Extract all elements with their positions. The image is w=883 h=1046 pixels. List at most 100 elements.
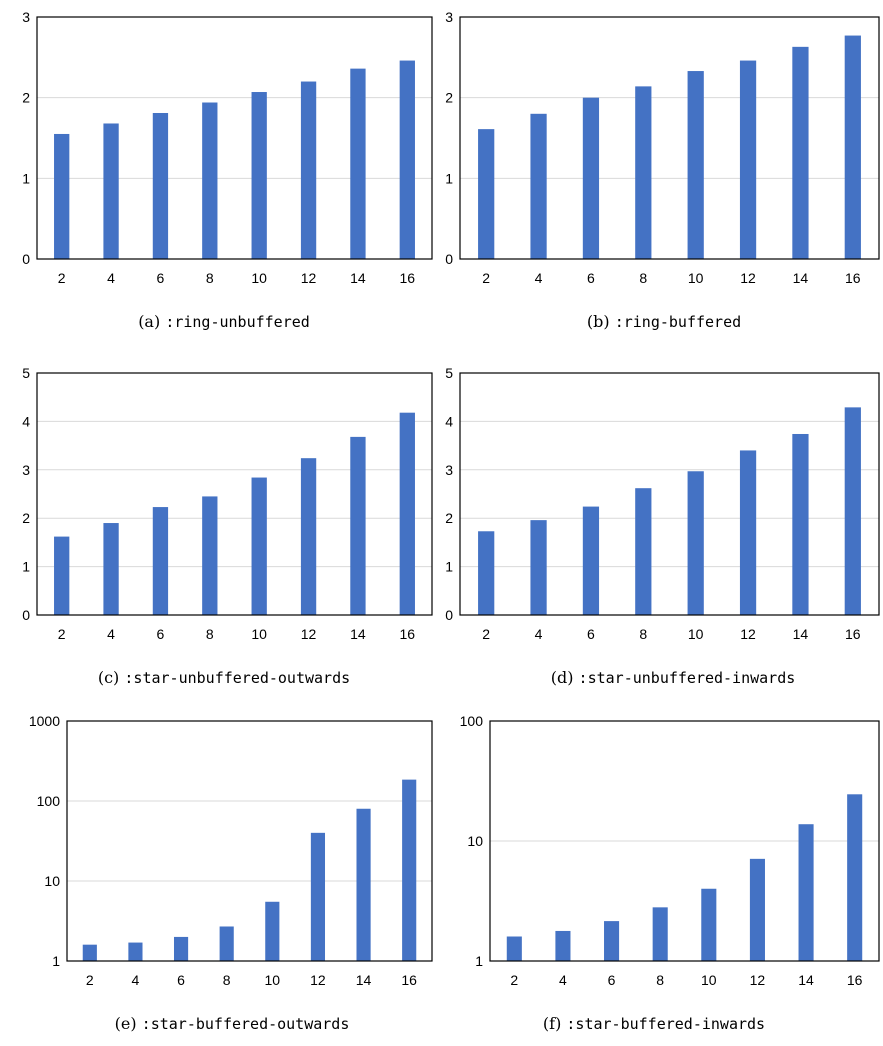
bar-c-7 bbox=[399, 412, 415, 615]
x-tick-label-e-3: 8 bbox=[223, 972, 231, 988]
bar-f-6 bbox=[798, 824, 814, 961]
x-tick-label-d-2: 6 bbox=[587, 626, 595, 642]
x-tick-label-b-6: 14 bbox=[793, 270, 809, 286]
bar-b-7 bbox=[844, 35, 861, 260]
x-tick-label-a-4: 10 bbox=[251, 270, 267, 286]
caption-c: (c) :star-unbuffered-outwards bbox=[98, 668, 350, 687]
x-tick-label-b-4: 10 bbox=[688, 270, 704, 286]
x-tick-label-c-2: 6 bbox=[157, 626, 165, 642]
y-tick-label-f-1: 10 bbox=[467, 833, 483, 849]
bar-e-0 bbox=[82, 944, 97, 961]
y-tick-label-e-1: 10 bbox=[44, 873, 60, 889]
y-tick-label-e-0: 1 bbox=[52, 953, 60, 969]
x-tick-label-f-6: 14 bbox=[798, 972, 814, 988]
x-tick-label-c-4: 10 bbox=[251, 626, 267, 642]
chart-svg-e: 1 10 100 1000 2 4 6 8 10 12 14 16 bbox=[29, 713, 433, 988]
caption-a-label: (a) bbox=[138, 312, 161, 331]
x-tick-label-a-1: 4 bbox=[107, 270, 115, 286]
bar-b-5 bbox=[739, 60, 757, 260]
x-tick-label-c-7: 16 bbox=[400, 626, 416, 642]
bar-d-2 bbox=[582, 506, 600, 615]
x-tick-label-c-3: 8 bbox=[206, 626, 214, 642]
bar-f-7 bbox=[847, 794, 863, 961]
caption-a: (a) :ring-unbuffered bbox=[138, 312, 310, 331]
x-tick-label-e-2: 6 bbox=[177, 972, 185, 988]
bar-a-3 bbox=[202, 102, 218, 259]
bar-f-4 bbox=[701, 888, 717, 961]
x-tick-label-e-1: 4 bbox=[132, 972, 140, 988]
bar-d-5 bbox=[739, 450, 757, 615]
bar-b-2 bbox=[582, 97, 600, 260]
bar-b-6 bbox=[792, 46, 809, 260]
x-tick-label-c-1: 4 bbox=[107, 626, 115, 642]
x-tick-label-b-3: 8 bbox=[639, 270, 647, 286]
x-tick-label-f-7: 16 bbox=[847, 972, 863, 988]
bar-a-6 bbox=[350, 68, 366, 259]
chart-panel-b: 0 1 2 3 2 4 6 8 10 12 14 16 (b) :ring-buffered bbox=[441, 0, 883, 348]
x-tick-label-e-7: 16 bbox=[401, 972, 417, 988]
chart-panel-e: 1 10 100 1000 2 4 6 8 10 12 14 16 (e) :star-buffere… bbox=[0, 705, 441, 1046]
x-tick-label-a-3: 8 bbox=[206, 270, 214, 286]
bar-b-1 bbox=[530, 113, 547, 259]
bar-a-0 bbox=[54, 133, 70, 259]
bar-e-5 bbox=[310, 832, 326, 961]
chart-panel-d: 0 1 2 3 4 5 2 4 6 8 10 12 14 16 (d) :star-unbuffered-… bbox=[441, 360, 883, 700]
plot-frame-b bbox=[459, 16, 880, 260]
x-tick-label-d-1: 4 bbox=[535, 626, 543, 642]
x-tick-label-d-0: 2 bbox=[482, 626, 490, 642]
x-tick-label-d-4: 10 bbox=[688, 626, 704, 642]
bar-a-2 bbox=[152, 112, 169, 259]
y-tick-label-e-2: 100 bbox=[37, 793, 61, 809]
y-tick-label-b-3: 3 bbox=[445, 9, 453, 25]
bar-b-0 bbox=[478, 129, 495, 259]
bar-a-5 bbox=[300, 81, 317, 260]
y-tick-label-d-0: 0 bbox=[445, 607, 453, 623]
chart-svg-f: 1 10 100 2 4 6 8 10 12 14 16 bbox=[460, 713, 880, 988]
x-tick-label-d-6: 14 bbox=[793, 626, 809, 642]
y-tick-label-f-0: 1 bbox=[475, 953, 483, 969]
x-tick-label-c-5: 12 bbox=[301, 626, 317, 642]
bar-d-3 bbox=[635, 488, 652, 615]
y-tick-label-a-0: 0 bbox=[22, 251, 30, 267]
x-tick-label-a-5: 12 bbox=[301, 270, 317, 286]
y-tick-label-c-4: 4 bbox=[22, 413, 30, 429]
y-tick-label-d-4: 4 bbox=[445, 413, 453, 429]
x-tick-label-c-6: 14 bbox=[350, 626, 366, 642]
y-tick-label-c-1: 1 bbox=[22, 559, 30, 575]
x-tick-label-e-6: 14 bbox=[356, 972, 372, 988]
x-tick-label-a-2: 6 bbox=[157, 270, 165, 286]
caption-d-label: (d) bbox=[550, 668, 574, 687]
bar-c-4 bbox=[251, 477, 267, 615]
bar-e-1 bbox=[128, 942, 143, 961]
caption-e: (e) :star-buffered-outwards bbox=[115, 1014, 350, 1033]
bar-c-1 bbox=[103, 523, 119, 615]
x-tick-label-a-6: 14 bbox=[350, 270, 366, 286]
x-tick-label-f-1: 4 bbox=[559, 972, 567, 988]
bar-f-2 bbox=[604, 921, 620, 961]
chart-panel-a: 0 1 2 3 2 4 6 8 10 12 14 16 (a) :ring-unbuffered bbox=[0, 0, 441, 348]
bar-d-6 bbox=[792, 433, 809, 615]
bar-b-4 bbox=[687, 71, 704, 260]
bar-f-3 bbox=[652, 907, 668, 961]
x-tick-label-e-4: 10 bbox=[265, 972, 281, 988]
x-tick-label-d-3: 8 bbox=[639, 626, 647, 642]
x-tick-label-d-5: 12 bbox=[740, 626, 756, 642]
caption-b-code: :ring-buffered bbox=[614, 313, 742, 331]
caption-e-label: (e) bbox=[114, 1014, 137, 1033]
caption-c-label: (c) bbox=[97, 668, 120, 687]
bar-e-6 bbox=[356, 808, 371, 961]
bar-e-3 bbox=[219, 926, 234, 961]
y-tick-label-d-5: 5 bbox=[445, 365, 453, 381]
y-tick-label-d-3: 3 bbox=[445, 462, 453, 478]
plot-frame-d bbox=[459, 372, 880, 616]
bar-d-4 bbox=[687, 471, 704, 615]
bar-e-7 bbox=[402, 779, 417, 961]
caption-f-code: :star-buffered-inwards bbox=[566, 1015, 766, 1033]
bar-c-5 bbox=[300, 458, 317, 615]
caption-b: (b) :ring-buffered bbox=[587, 312, 741, 331]
y-tick-label-f-2: 100 bbox=[460, 713, 484, 729]
y-tick-label-a-2: 2 bbox=[22, 90, 30, 106]
caption-d-code: :star-unbuffered-inwards bbox=[578, 669, 796, 687]
